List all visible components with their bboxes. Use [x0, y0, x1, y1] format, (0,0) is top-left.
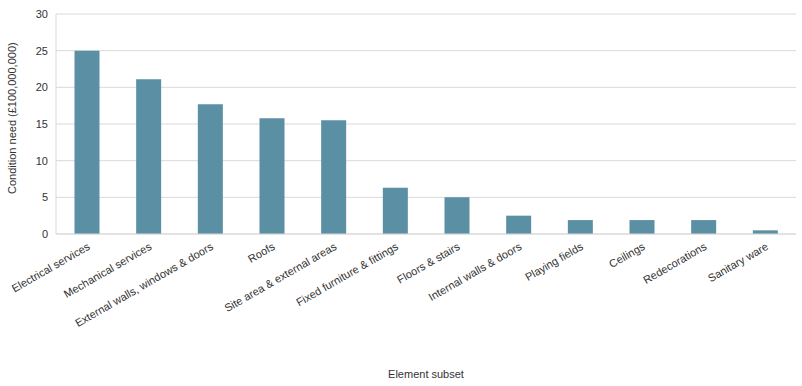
- svg-text:Playing fields: Playing fields: [523, 240, 586, 283]
- svg-text:Electrical services: Electrical services: [9, 240, 92, 295]
- svg-text:5: 5: [42, 191, 48, 203]
- svg-text:Fixed furniture & fittings: Fixed furniture & fittings: [294, 240, 401, 308]
- svg-text:Floors & stairs: Floors & stairs: [394, 240, 462, 286]
- svg-text:Site area & external areas: Site area & external areas: [222, 240, 339, 314]
- svg-text:Condition need (£100,000,000): Condition need (£100,000,000): [8, 42, 18, 194]
- svg-text:Ceilings: Ceilings: [607, 240, 647, 270]
- svg-text:0: 0: [42, 228, 48, 240]
- svg-text:25: 25: [36, 45, 48, 57]
- svg-text:20: 20: [36, 81, 48, 93]
- svg-text:Roofs: Roofs: [246, 240, 277, 265]
- svg-text:Mechanical services: Mechanical services: [61, 240, 154, 300]
- svg-text:10: 10: [36, 155, 48, 167]
- svg-text:Element subset: Element subset: [388, 368, 464, 380]
- svg-text:30: 30: [36, 8, 48, 20]
- svg-text:Internal walls & doors: Internal walls & doors: [426, 240, 524, 303]
- svg-text:Redecorations: Redecorations: [641, 240, 709, 286]
- svg-text:15: 15: [36, 118, 48, 130]
- svg-text:External walls, windows & door: External walls, windows & doors: [73, 240, 216, 329]
- svg-text:Sanitary ware: Sanitary ware: [706, 240, 770, 284]
